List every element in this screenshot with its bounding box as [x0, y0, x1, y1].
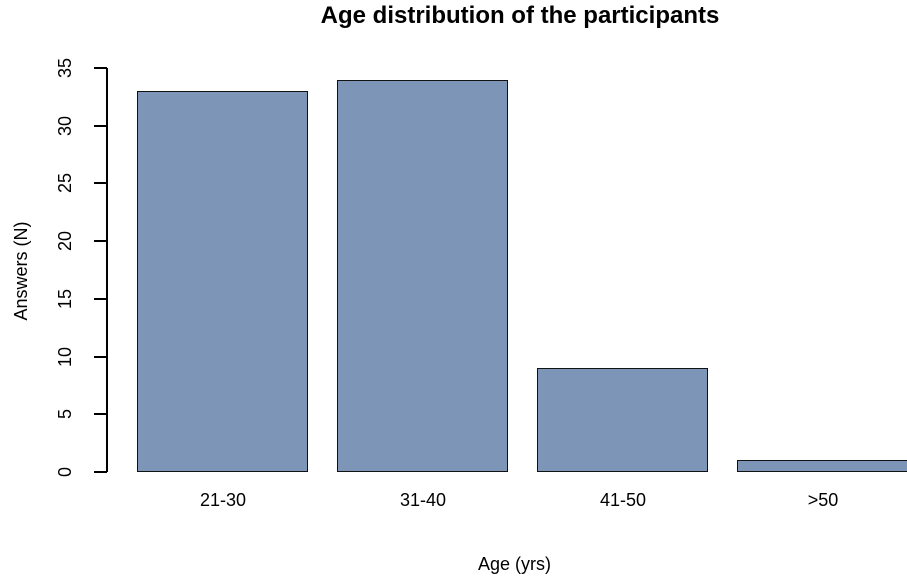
y-axis-tick	[94, 124, 107, 127]
x-axis-category-label: 21-30	[199, 490, 247, 510]
bar-21-30	[137, 91, 308, 472]
chart-title: Age distribution of the participants	[320, 2, 720, 29]
y-axis-tick	[94, 67, 107, 69]
y-axis-tick-label: 5	[55, 409, 75, 420]
y-axis-tick	[94, 355, 107, 358]
y-axis-tick-label: 25	[55, 173, 75, 194]
x-axis-category-label: 31-40	[399, 490, 447, 510]
y-axis-tick	[94, 413, 107, 416]
y-axis-tick	[94, 471, 107, 473]
plot-area: 0 5 10 15 20 25 30 35 21-30 31-40 41-50 >50	[55, 58, 907, 510]
x-axis-category-label: 41-50	[599, 490, 647, 510]
x-axis-category-label: >50	[807, 490, 839, 510]
bar-31-40	[337, 79, 508, 472]
y-axis-title: Answers (N)	[11, 221, 31, 321]
y-axis-tick-label: 35	[55, 57, 75, 79]
y-axis-tick	[94, 240, 107, 243]
bar->50	[737, 460, 907, 472]
y-axis-tick-label: 10	[55, 346, 75, 367]
y-axis-tick	[94, 182, 107, 185]
y-axis-tick-label: 30	[55, 115, 75, 136]
x-axis-title: Age (yrs)	[477, 554, 551, 574]
y-axis-line	[106, 68, 108, 472]
y-axis-tick-label: 20	[55, 231, 75, 252]
y-axis-tick	[94, 297, 107, 300]
bar-41-50	[537, 368, 708, 472]
y-axis-tick-label: 15	[55, 288, 75, 309]
y-axis-tick-label: 0	[55, 467, 75, 478]
